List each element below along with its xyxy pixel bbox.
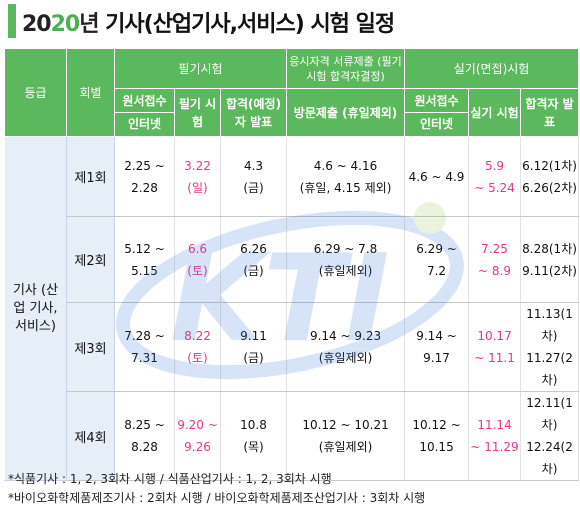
written-pass-date: 10.8 (목)	[219, 391, 288, 481]
prac-pass-date: 12.11(1차) 12.24(2차)	[520, 391, 580, 481]
written-apply-date: 5.12 ~ 5.15	[114, 216, 175, 303]
footnote: *바이오화학제품제조기사 : 2회차 시행 / 바이오화학제품제조산업기사 : …	[8, 491, 426, 505]
doc-submit-date: 4.6 ~ 4.16 (휴일, 4.15 제외)	[286, 136, 406, 217]
header-practical: 실기(면접)시험	[404, 48, 580, 89]
title-accent-bar	[8, 4, 16, 38]
header-visit-submit: 방문제출 (휴일제외)	[286, 88, 406, 137]
header-prac-pass: 합격자 발표	[520, 88, 580, 137]
header-doc-submit: 응시자격 서류제출 (필기시험 합격자결정)	[286, 48, 406, 89]
prac-exam-date: 7.25 ~ 8.9	[468, 216, 522, 303]
written-pass-date: 6.26 (금)	[219, 216, 288, 303]
round-label: 제3회	[66, 302, 115, 392]
prac-exam-date: 10.17 ~ 11.1	[468, 302, 522, 392]
doc-submit-date: 9.14 ~ 9.23 (휴일제외)	[286, 302, 406, 392]
written-pass-date: 4.3 (금)	[219, 136, 288, 217]
footnote: *식품기사 : 1, 2, 3회차 시행 / 식품산업기사 : 1, 2, 3회…	[8, 472, 332, 486]
grade-label: 기사 (산업 기사, 서비스)	[4, 136, 67, 481]
round-label: 제4회	[66, 391, 115, 481]
prac-apply-date: 9.14 ~ 9.17	[404, 302, 470, 392]
page-title: 2020년 기사(산업기사,서비스) 시험 일정	[22, 12, 395, 37]
written-exam-date: 9.20 ~9.26	[174, 391, 221, 481]
written-exam-date: 3.22 (일)	[174, 136, 221, 217]
header-prac-apply: 원서접수 인터넷	[404, 88, 470, 137]
prac-pass-date: 8.28(1차) 9.11(2차)	[520, 216, 580, 303]
footnotes: *식품기사 : 1, 2, 3회차 시행 / 식품산업기사 : 1, 2, 3회…	[8, 470, 425, 508]
prac-exam-date: 5.9 ~ 5.24	[468, 136, 522, 217]
written-exam-date: 6.6 (토)	[174, 216, 221, 303]
doc-submit-date: 6.29 ~ 7.8 (휴일제외)	[286, 216, 406, 303]
prac-apply-date: 6.29 ~ 7.2	[404, 216, 470, 303]
round-label: 제2회	[66, 216, 115, 303]
prac-pass-date: 6.12(1차) 6.26(2차)	[520, 136, 580, 217]
header-grade: 등급	[4, 48, 67, 137]
prac-apply-date: 4.6 ~ 4.9	[404, 136, 470, 217]
prac-pass-date: 11.13(1차) 11.27(2차)	[520, 302, 580, 392]
written-apply-date: 8.25 ~ 8.28	[114, 391, 175, 481]
written-apply-date: 2.25 ~ 2.28	[114, 136, 175, 217]
header-written-pass: 합격(예정)자 발표	[219, 88, 288, 137]
header-prac-exam: 실기 시험	[468, 88, 522, 137]
header-written-exam: 필기 시험	[174, 88, 221, 137]
prac-apply-date: 10.12 ~ 10.15	[404, 391, 470, 481]
round-label: 제1회	[66, 136, 115, 217]
written-apply-date: 7.28 ~ 7.31	[114, 302, 175, 392]
prac-exam-date: 11.14 ~ 11.29	[468, 391, 522, 481]
written-pass-date: 9.11 (금)	[219, 302, 288, 392]
exam-schedule-table: 등급 회별 필기시험 응시자격 서류제출 (필기시험 합격자결정) 실기(면접)…	[4, 48, 580, 481]
doc-submit-date: 10.12 ~ 10.21 (휴일제외)	[286, 391, 406, 481]
schedule-table-wrapper: 등급 회별 필기시험 응시자격 서류제출 (필기시험 합격자결정) 실기(면접)…	[4, 48, 580, 481]
header-apply: 원서접수 인터넷	[114, 88, 175, 137]
header-written: 필기시험	[113, 48, 288, 89]
header-round: 회별	[66, 48, 115, 137]
written-exam-date: 8.22 (토)	[174, 302, 221, 392]
